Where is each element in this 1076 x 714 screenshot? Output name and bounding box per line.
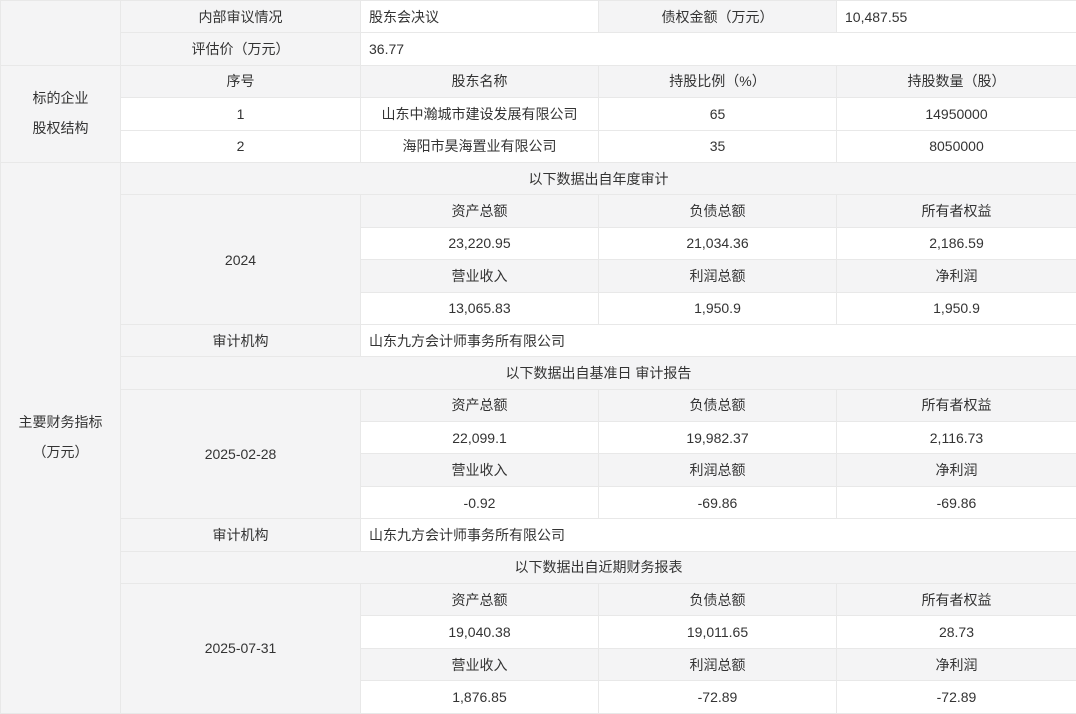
table-row: 标的企业 股权结构 序号 股东名称 持股比例（%） 持股数量（股）	[1, 65, 1076, 97]
metric-header-net-profit: 净利润	[837, 454, 1076, 486]
metric-header-owners-equity: 所有者权益	[837, 195, 1076, 227]
debt-amount-value: 10,487.55	[837, 1, 1076, 33]
metric-value-total-profit: -72.89	[599, 681, 837, 713]
shareholder-name: 山东中瀚城市建设发展有限公司	[361, 98, 599, 130]
metric-header-owners-equity: 所有者权益	[837, 389, 1076, 421]
metric-value-owners-equity: 28.73	[837, 616, 1076, 648]
metric-header-net-profit: 净利润	[837, 648, 1076, 680]
metric-header-total-assets: 资产总额	[361, 389, 599, 421]
internal-review-label: 内部审议情况	[121, 1, 361, 33]
table-row: 2025-07-31 资产总额 负债总额 所有者权益	[1, 584, 1076, 616]
metric-header-total-assets: 资产总额	[361, 195, 599, 227]
equity-header-name: 股东名称	[361, 65, 599, 97]
metric-value-owners-equity: 2,186.59	[837, 227, 1076, 259]
table-row: 1 山东中瀚城市建设发展有限公司 65 14950000	[1, 98, 1076, 130]
metric-header-total-profit: 利润总额	[599, 648, 837, 680]
internal-review-value: 股东会决议	[361, 1, 599, 33]
metric-header-total-assets: 资产总额	[361, 584, 599, 616]
table-row: 主要财务指标 （万元） 以下数据出自年度审计	[1, 162, 1076, 194]
section-title-line: 主要财务指标	[9, 408, 112, 437]
shareholder-ratio: 35	[599, 130, 837, 162]
auditor-label: 审计机构	[121, 519, 361, 551]
metric-value-total-liabilities: 21,034.36	[599, 227, 837, 259]
table-row: 2025-02-28 资产总额 负债总额 所有者权益	[1, 389, 1076, 421]
metric-header-net-profit: 净利润	[837, 260, 1076, 292]
shareholder-shares: 8050000	[837, 130, 1076, 162]
table-row: 审计机构 山东九方会计师事务所有限公司	[1, 519, 1076, 551]
source-note-recent-statements: 以下数据出自近期财务报表	[121, 551, 1076, 583]
metric-value-revenue: -0.92	[361, 486, 599, 518]
section-label-target-equity: 标的企业 股权结构	[1, 65, 121, 162]
metric-header-total-liabilities: 负债总额	[599, 584, 837, 616]
metric-value-revenue: 13,065.83	[361, 292, 599, 324]
metric-value-total-profit: 1,950.9	[599, 292, 837, 324]
equity-header-no: 序号	[121, 65, 361, 97]
shareholder-no: 1	[121, 98, 361, 130]
table-row: 评估价（万元） 36.77	[1, 33, 1076, 65]
metric-header-revenue: 营业收入	[361, 648, 599, 680]
shareholder-ratio: 65	[599, 98, 837, 130]
period-label-2025-02-28: 2025-02-28	[121, 389, 361, 519]
metric-value-total-assets: 22,099.1	[361, 422, 599, 454]
period-label-2024: 2024	[121, 195, 361, 325]
table-row: 审计机构 山东九方会计师事务所有限公司	[1, 324, 1076, 356]
source-note-annual-audit: 以下数据出自年度审计	[121, 162, 1076, 194]
shareholder-name: 海阳市昊海置业有限公司	[361, 130, 599, 162]
metric-value-total-liabilities: 19,982.37	[599, 422, 837, 454]
auditor-name: 山东九方会计师事务所有限公司	[361, 324, 1076, 356]
metric-value-total-assets: 19,040.38	[361, 616, 599, 648]
table-row: 2 海阳市昊海置业有限公司 35 8050000	[1, 130, 1076, 162]
equity-header-ratio: 持股比例（%）	[599, 65, 837, 97]
metric-header-total-profit: 利润总额	[599, 260, 837, 292]
auditor-name: 山东九方会计师事务所有限公司	[361, 519, 1076, 551]
section-title-line: 股权结构	[9, 114, 112, 143]
equity-header-shares: 持股数量（股）	[837, 65, 1076, 97]
appraisal-price-value: 36.77	[361, 33, 1076, 65]
shareholder-shares: 14950000	[837, 98, 1076, 130]
metric-value-total-liabilities: 19,011.65	[599, 616, 837, 648]
debt-amount-label: 债权金额（万元）	[599, 1, 837, 33]
table-row: 以下数据出自基准日 审计报告	[1, 357, 1076, 389]
section-label-financial-indicators: 主要财务指标 （万元）	[1, 162, 121, 713]
section-title-line: （万元）	[9, 438, 112, 467]
metric-value-owners-equity: 2,116.73	[837, 422, 1076, 454]
section-title-line: 标的企业	[9, 84, 112, 113]
metric-value-revenue: 1,876.85	[361, 681, 599, 713]
table-row: 2024 资产总额 负债总额 所有者权益	[1, 195, 1076, 227]
section-blank-cell	[1, 1, 121, 66]
period-label-2025-07-31: 2025-07-31	[121, 584, 361, 714]
metric-header-total-profit: 利润总额	[599, 454, 837, 486]
appraisal-price-label: 评估价（万元）	[121, 33, 361, 65]
metric-value-net-profit: -69.86	[837, 486, 1076, 518]
metric-header-revenue: 营业收入	[361, 260, 599, 292]
metric-header-owners-equity: 所有者权益	[837, 584, 1076, 616]
auditor-label: 审计机构	[121, 324, 361, 356]
table-row: 内部审议情况 股东会决议 债权金额（万元） 10,487.55	[1, 1, 1076, 33]
metric-header-total-liabilities: 负债总额	[599, 195, 837, 227]
metric-header-total-liabilities: 负债总额	[599, 389, 837, 421]
metric-value-net-profit: 1,950.9	[837, 292, 1076, 324]
metric-value-total-assets: 23,220.95	[361, 227, 599, 259]
table-row: 以下数据出自近期财务报表	[1, 551, 1076, 583]
shareholder-no: 2	[121, 130, 361, 162]
metric-value-total-profit: -69.86	[599, 486, 837, 518]
source-note-base-date-audit: 以下数据出自基准日 审计报告	[121, 357, 1076, 389]
metric-header-revenue: 营业收入	[361, 454, 599, 486]
metric-value-net-profit: -72.89	[837, 681, 1076, 713]
